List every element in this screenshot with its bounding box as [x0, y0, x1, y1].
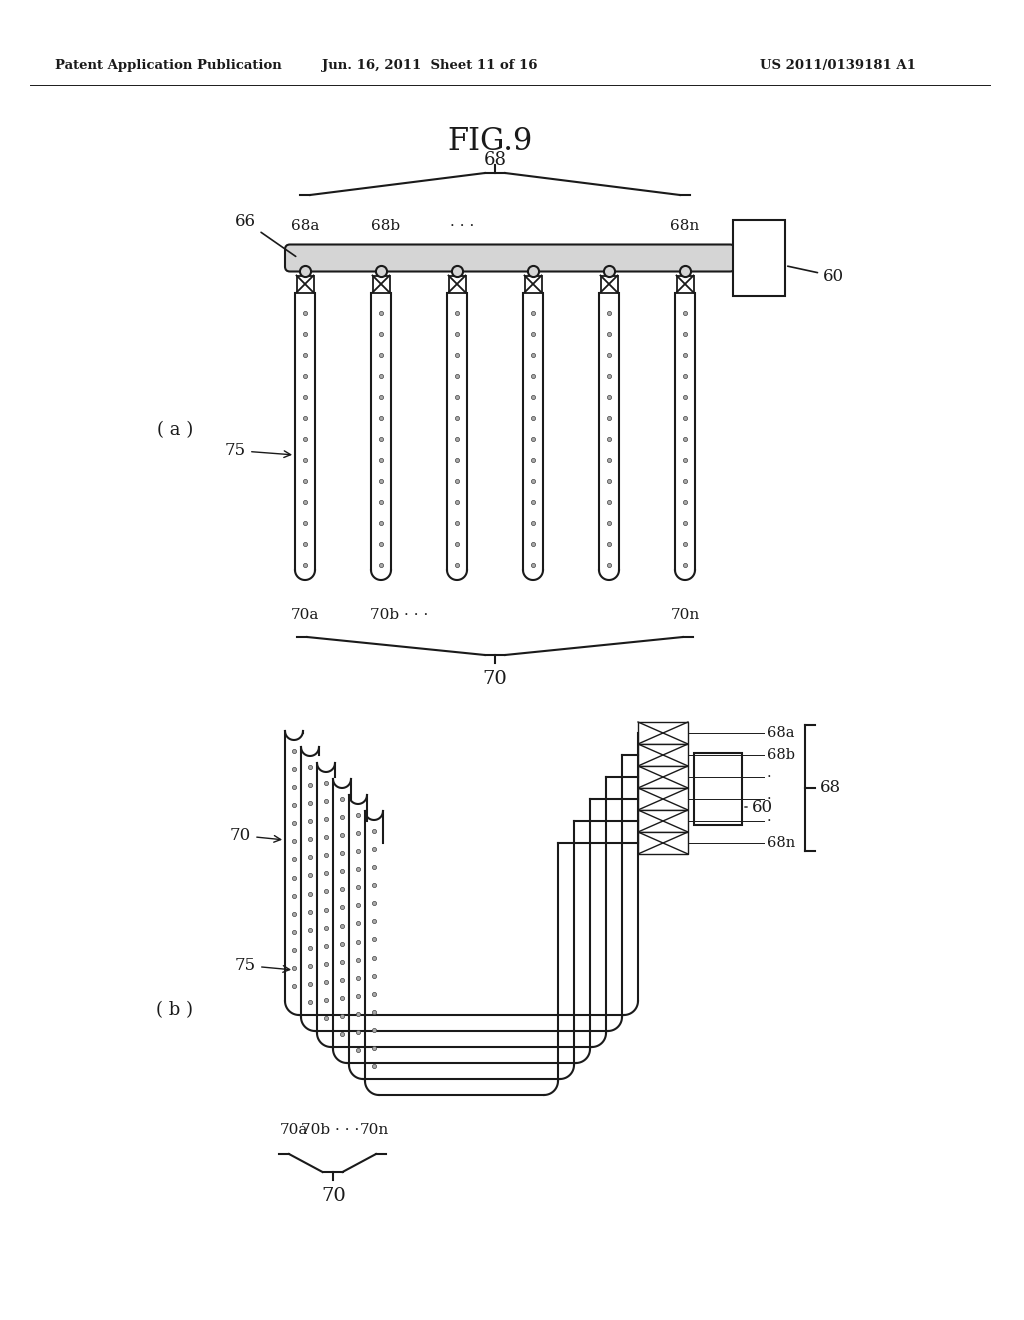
Bar [638, 744, 688, 766]
Text: 70: 70 [482, 671, 507, 688]
Text: FIG.9: FIG.9 [447, 127, 532, 157]
Text: 70n: 70n [671, 609, 699, 622]
Text: ·: · [767, 770, 772, 784]
Text: 70: 70 [322, 1187, 346, 1205]
Text: Jun. 16, 2011  Sheet 11 of 16: Jun. 16, 2011 Sheet 11 of 16 [323, 58, 538, 71]
Text: 68b: 68b [767, 748, 795, 762]
Bar [638, 832, 688, 854]
Text: 68: 68 [820, 780, 841, 796]
Text: 68a: 68a [291, 219, 319, 234]
Text: Patent Application Publication: Patent Application Publication [55, 58, 282, 71]
Text: 75: 75 [234, 957, 290, 974]
Bar [373, 276, 389, 293]
Bar [694, 752, 742, 825]
Text: 75: 75 [225, 442, 291, 459]
Text: US 2011/0139181 A1: US 2011/0139181 A1 [760, 58, 915, 71]
Text: 60: 60 [752, 799, 773, 816]
Text: 60: 60 [787, 267, 844, 285]
Bar [600, 276, 617, 293]
Text: ·: · [767, 792, 772, 807]
Bar [638, 722, 688, 744]
Bar [524, 276, 542, 293]
Text: 68a: 68a [767, 726, 795, 741]
Bar [297, 276, 313, 293]
Bar [677, 276, 693, 293]
Text: ·: · [767, 814, 772, 828]
Text: 68n: 68n [767, 836, 796, 850]
FancyBboxPatch shape [285, 244, 735, 272]
Text: 70a: 70a [291, 609, 319, 622]
Bar [638, 810, 688, 832]
Text: 70: 70 [230, 828, 281, 843]
Text: 70b · · ·: 70b · · · [301, 1123, 359, 1137]
Text: 68b: 68b [372, 219, 400, 234]
Text: 70a: 70a [280, 1123, 308, 1137]
Bar [638, 788, 688, 810]
Text: 70b · · ·: 70b · · · [370, 609, 428, 622]
Text: 68n: 68n [671, 219, 699, 234]
Bar [638, 766, 688, 788]
Text: · · ·: · · · [450, 219, 474, 234]
Text: ( a ): ( a ) [157, 421, 194, 440]
Text: ( b ): ( b ) [157, 1001, 194, 1019]
Text: 70n: 70n [359, 1123, 389, 1137]
Text: 68: 68 [483, 150, 507, 169]
Text: 66: 66 [234, 213, 296, 256]
Bar [449, 276, 466, 293]
Bar [733, 220, 785, 296]
